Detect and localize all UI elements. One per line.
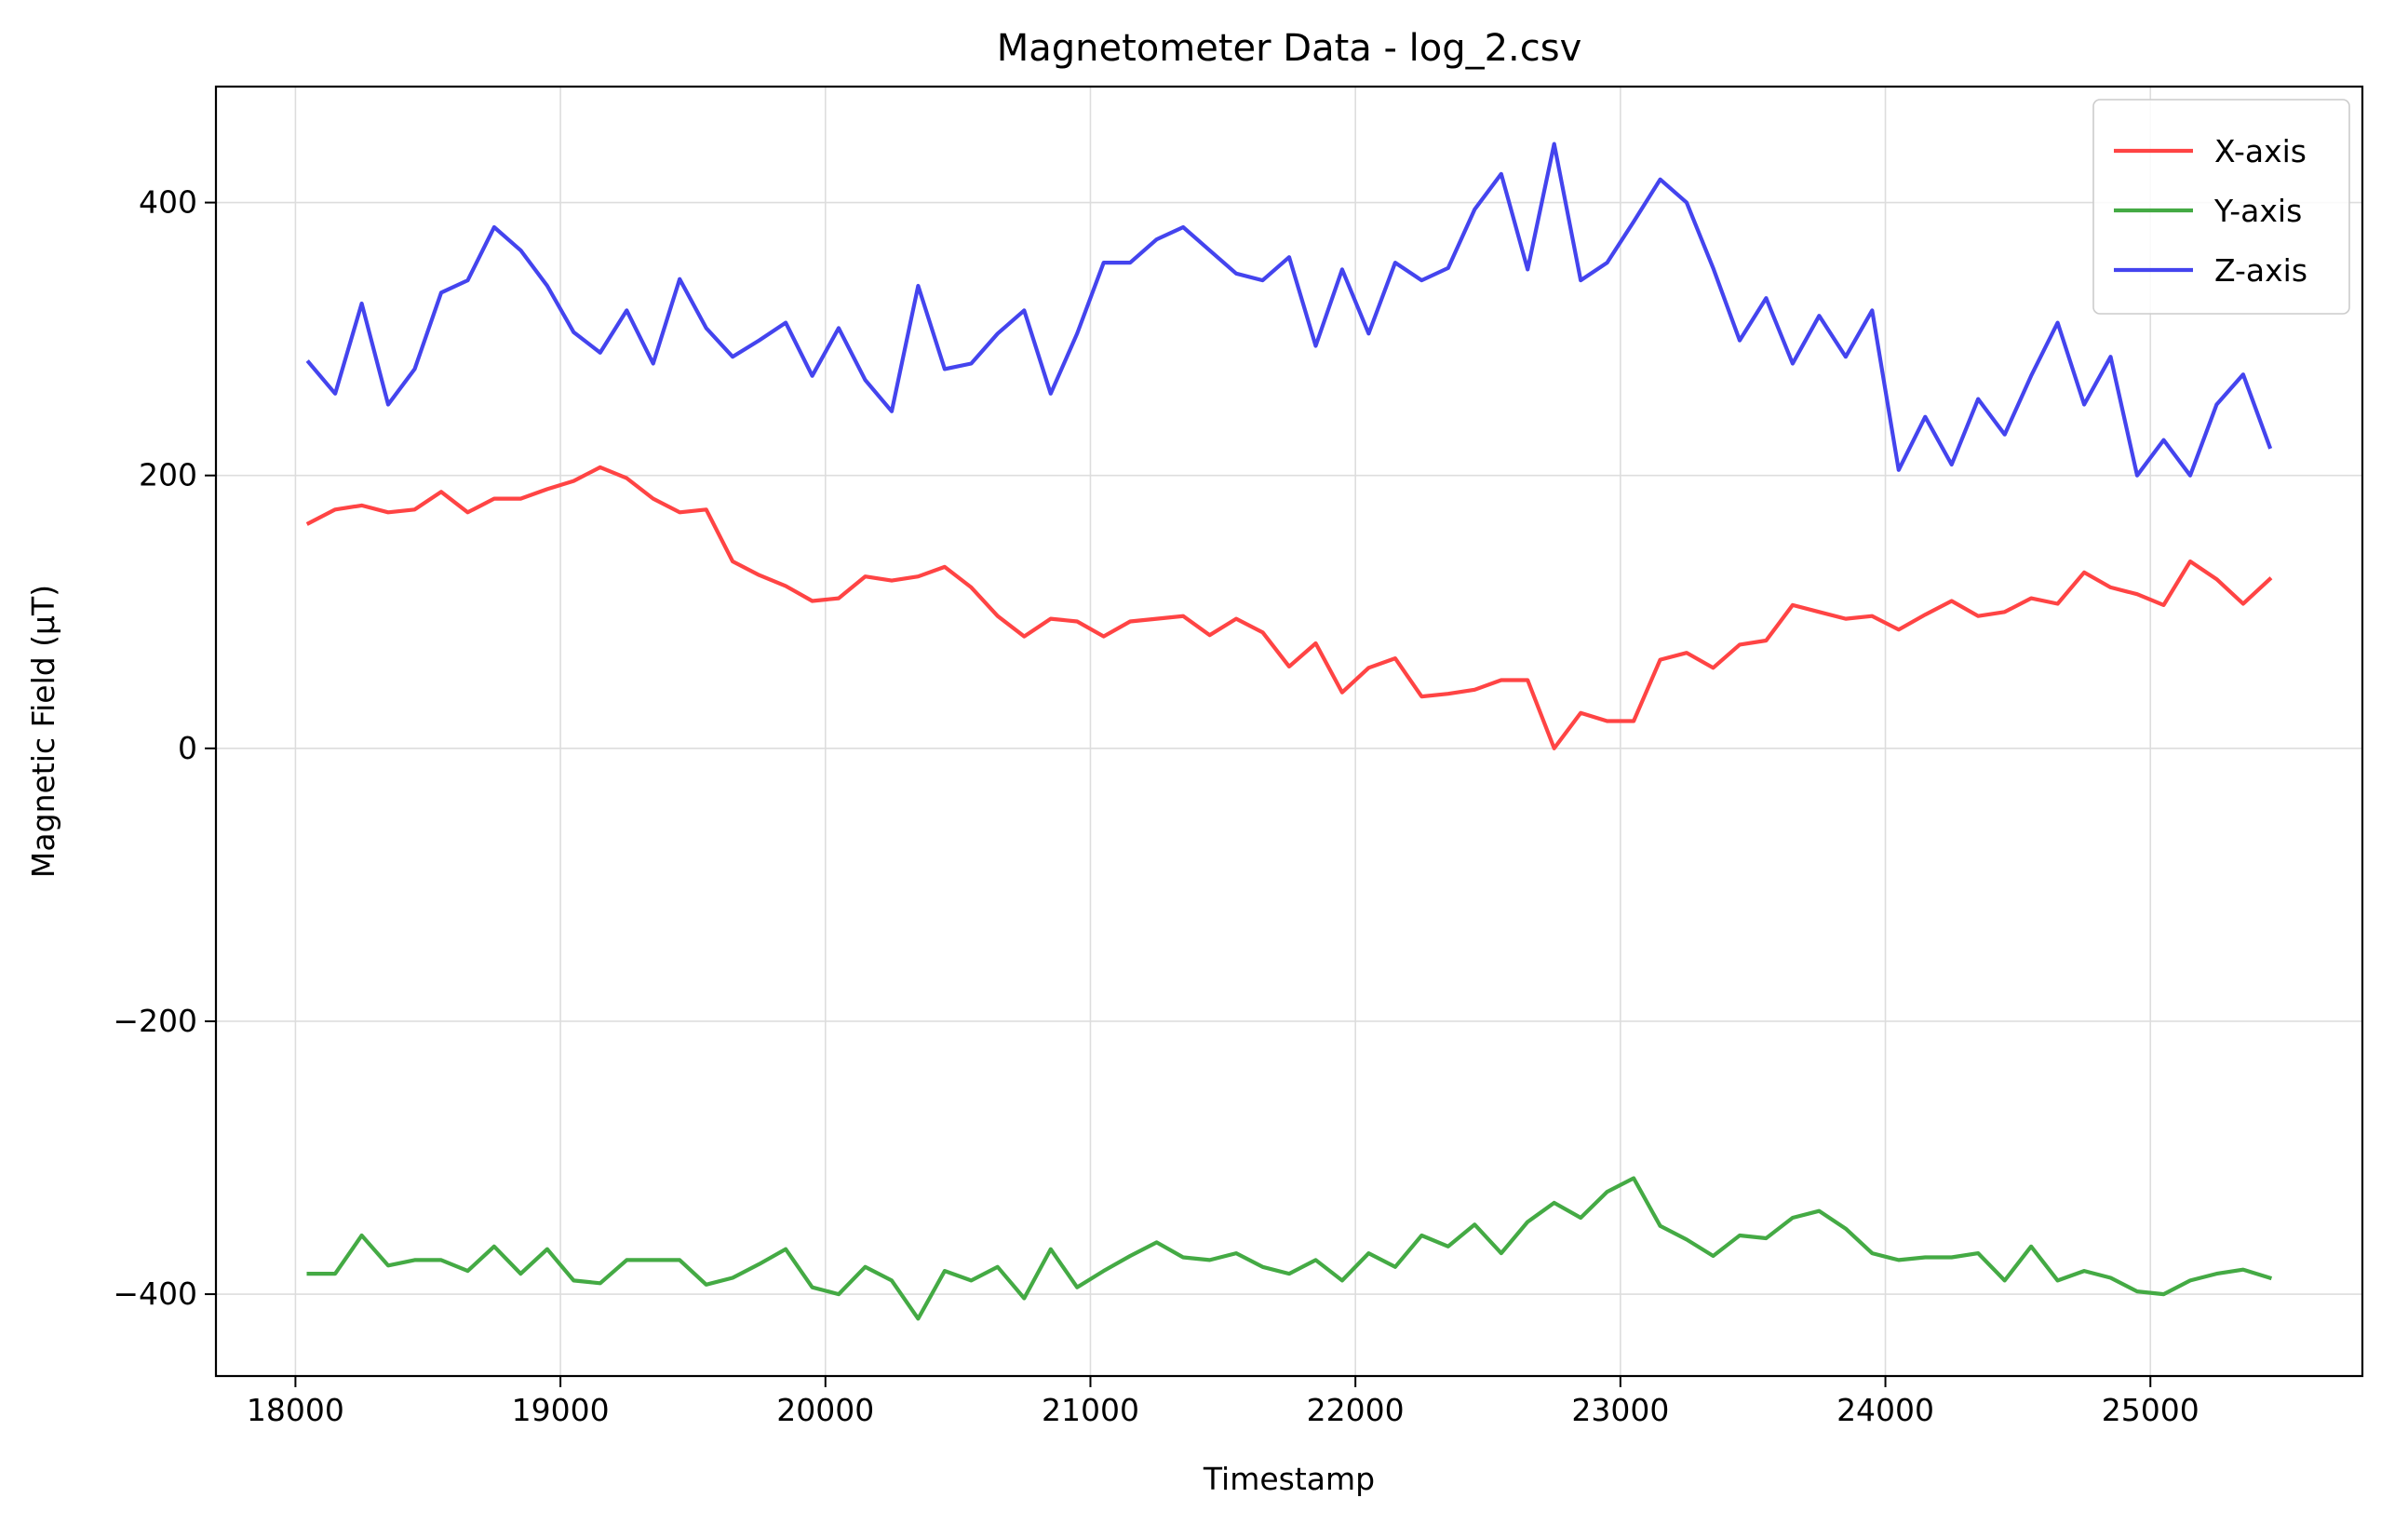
x-tick-label: 24000 [1836, 1392, 1934, 1428]
chart-title: Magnetometer Data - log_2.csv [997, 27, 1582, 70]
series-line-z-axis [305, 142, 2273, 478]
legend-label-z-axis: Z-axis [2214, 252, 2307, 289]
axis-ticks: 18000 19000 20000 21000 22000 23000 24000 25000… [113, 184, 2199, 1428]
x-tick-label: 21000 [1042, 1392, 1139, 1428]
x-tick-label: 23000 [1571, 1392, 1669, 1428]
legend-box [2092, 99, 2350, 315]
x-tick-label: 20000 [776, 1392, 874, 1428]
x-tick-label: 19000 [512, 1392, 610, 1428]
x-tick-label: 25000 [2102, 1392, 2199, 1428]
x-axis-label: Timestamp [1203, 1461, 1375, 1497]
y-tick-label: 0 [178, 730, 197, 766]
y-tick-label: 200 [139, 457, 197, 493]
plot-area-frame [214, 85, 2364, 1378]
series-line-x-axis [305, 465, 2273, 750]
legend-label-x-axis: X-axis [2214, 133, 2307, 169]
legend-label-y-axis: Y-axis [2213, 193, 2302, 229]
series-line-y-axis [306, 1176, 2273, 1321]
legend: X-axis Y-axis Z-axis [2092, 99, 2350, 315]
y-tick-label: −200 [113, 1003, 197, 1039]
x-tick-label: 18000 [247, 1392, 344, 1428]
y-axis-label: Magnetic Field (μT) [25, 585, 61, 878]
y-tick-label: −400 [113, 1275, 197, 1312]
grid-lines [216, 87, 2362, 1376]
y-tick-label: 400 [139, 184, 197, 221]
series-lines [305, 142, 2273, 1321]
x-tick-label: 22000 [1307, 1392, 1405, 1428]
